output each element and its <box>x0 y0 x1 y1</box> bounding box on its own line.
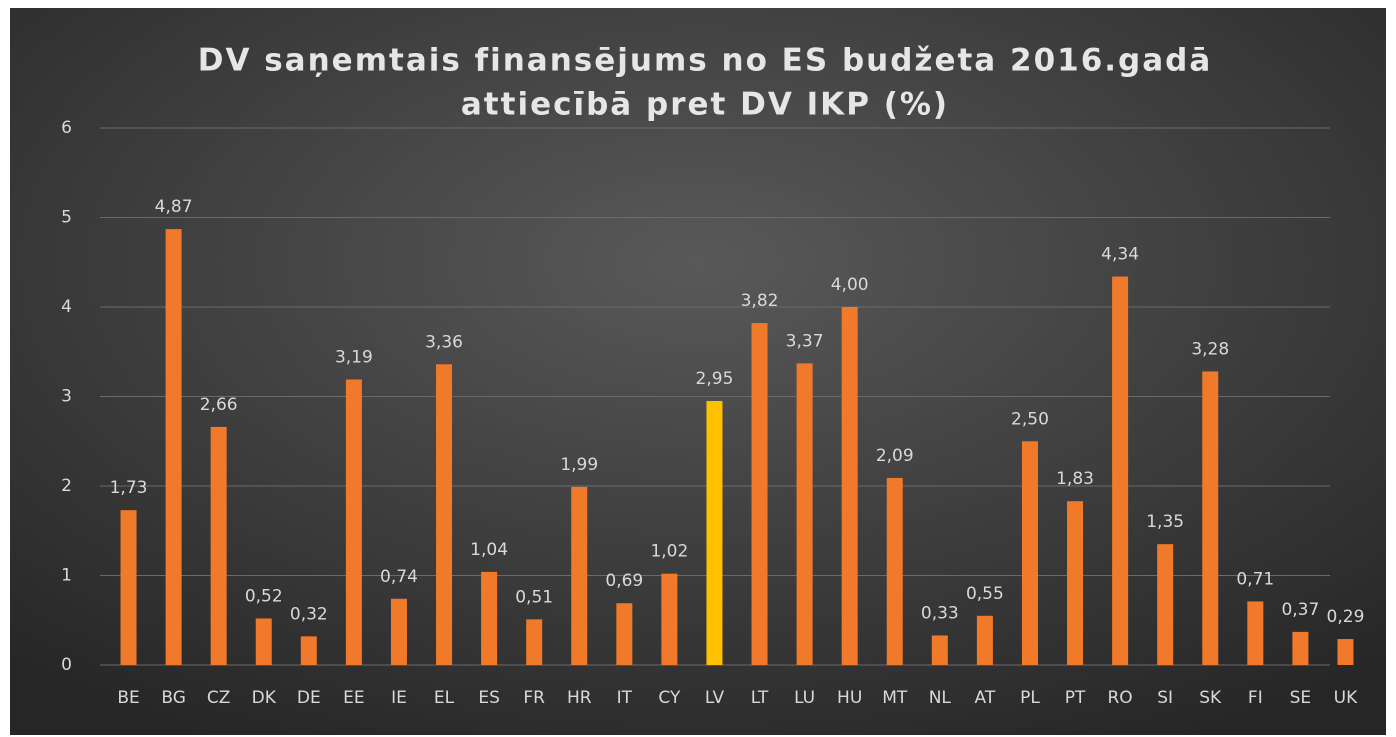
x-tick-label: PT <box>1065 688 1086 708</box>
y-tick-label: 1 <box>61 566 72 586</box>
data-label: 0,29 <box>1327 607 1365 627</box>
x-tick-label: SI <box>1157 688 1173 708</box>
bar <box>1112 276 1129 665</box>
x-tick-label: DK <box>252 688 277 708</box>
chart-background <box>10 8 1386 735</box>
data-label: 1,35 <box>1146 512 1184 532</box>
bar <box>796 363 813 665</box>
x-tick-label: BE <box>117 688 139 708</box>
y-tick-label: 0 <box>61 655 72 675</box>
data-label: 3,37 <box>786 331 824 351</box>
data-label: 4,87 <box>155 197 193 217</box>
data-label: 0,51 <box>515 587 553 607</box>
bar <box>1337 639 1354 665</box>
y-tick-label: 2 <box>61 476 72 496</box>
bar <box>931 635 948 665</box>
data-label: 0,55 <box>966 584 1004 604</box>
chart-title: DV saņemtais finansējums no ES budžeta 2… <box>198 43 1213 79</box>
bar <box>1157 544 1174 665</box>
x-tick-label: EL <box>434 688 455 708</box>
x-tick-label: NL <box>929 688 952 708</box>
x-tick-label: UK <box>1334 688 1358 708</box>
bar <box>436 364 453 665</box>
data-label: 0,52 <box>245 586 283 606</box>
bar <box>976 615 993 665</box>
bar <box>706 400 723 665</box>
data-label: 1,73 <box>110 478 148 498</box>
bar <box>300 636 317 665</box>
data-label: 0,37 <box>1281 600 1319 620</box>
bar <box>616 603 633 665</box>
bar <box>1202 371 1219 665</box>
bar <box>1021 441 1038 665</box>
y-tick-label: 5 <box>61 208 72 228</box>
bar <box>751 323 768 665</box>
data-label: 2,09 <box>876 446 914 466</box>
x-tick-label: LU <box>794 688 815 708</box>
data-label: 1,83 <box>1056 469 1094 489</box>
x-tick-label: HR <box>567 688 592 708</box>
data-label: 3,19 <box>335 347 373 367</box>
data-label: 1,99 <box>560 455 598 475</box>
x-tick-label: FR <box>523 688 545 708</box>
x-tick-label: CZ <box>207 688 231 708</box>
bar <box>571 486 588 665</box>
x-tick-label: HU <box>837 688 862 708</box>
bar <box>526 619 543 665</box>
x-tick-label: LT <box>751 688 769 708</box>
bar <box>390 598 407 665</box>
bar <box>1067 501 1084 665</box>
data-label: 3,82 <box>741 291 779 311</box>
x-tick-label: DE <box>297 688 321 708</box>
data-label: 0,32 <box>290 604 328 624</box>
bar <box>1292 631 1309 665</box>
x-tick-label: EE <box>343 688 364 708</box>
data-label: 3,36 <box>425 332 463 352</box>
bar <box>1247 601 1264 665</box>
bar <box>886 477 903 665</box>
data-label: 0,33 <box>921 603 959 623</box>
bar <box>165 229 182 665</box>
x-tick-label: PL <box>1020 688 1040 708</box>
data-label: 0,74 <box>380 567 418 587</box>
x-tick-label: IE <box>391 688 407 708</box>
x-tick-label: BG <box>161 688 186 708</box>
data-label: 0,71 <box>1236 569 1274 589</box>
bar <box>661 573 678 665</box>
data-label: 3,28 <box>1191 339 1229 359</box>
bar <box>481 571 498 665</box>
x-tick-label: FI <box>1248 688 1263 708</box>
data-label: 4,00 <box>831 275 869 295</box>
y-tick-label: 4 <box>61 297 72 317</box>
bar <box>345 379 362 665</box>
data-label: 2,66 <box>200 395 238 415</box>
chart-title: attiecībā pret DV IKP (%) <box>461 87 949 123</box>
x-tick-label: SE <box>1290 688 1312 708</box>
data-label: 1,04 <box>470 540 508 560</box>
bar <box>255 618 272 665</box>
bar <box>120 510 137 665</box>
y-tick-label: 6 <box>61 118 72 138</box>
data-label: 2,95 <box>696 369 734 389</box>
y-tick-label: 3 <box>61 387 72 407</box>
x-tick-label: AT <box>975 688 996 708</box>
x-tick-label: MT <box>882 688 908 708</box>
x-tick-label: CY <box>658 688 681 708</box>
bar <box>841 307 858 665</box>
bar <box>210 426 227 665</box>
data-label: 1,02 <box>650 542 688 562</box>
x-tick-label: SK <box>1199 688 1222 708</box>
x-tick-label: RO <box>1108 688 1133 708</box>
x-tick-label: ES <box>478 688 500 708</box>
x-tick-label: LV <box>705 688 725 708</box>
data-label: 0,69 <box>605 571 643 591</box>
data-label: 4,34 <box>1101 245 1139 265</box>
data-label: 2,50 <box>1011 409 1049 429</box>
x-tick-label: IT <box>617 688 633 708</box>
